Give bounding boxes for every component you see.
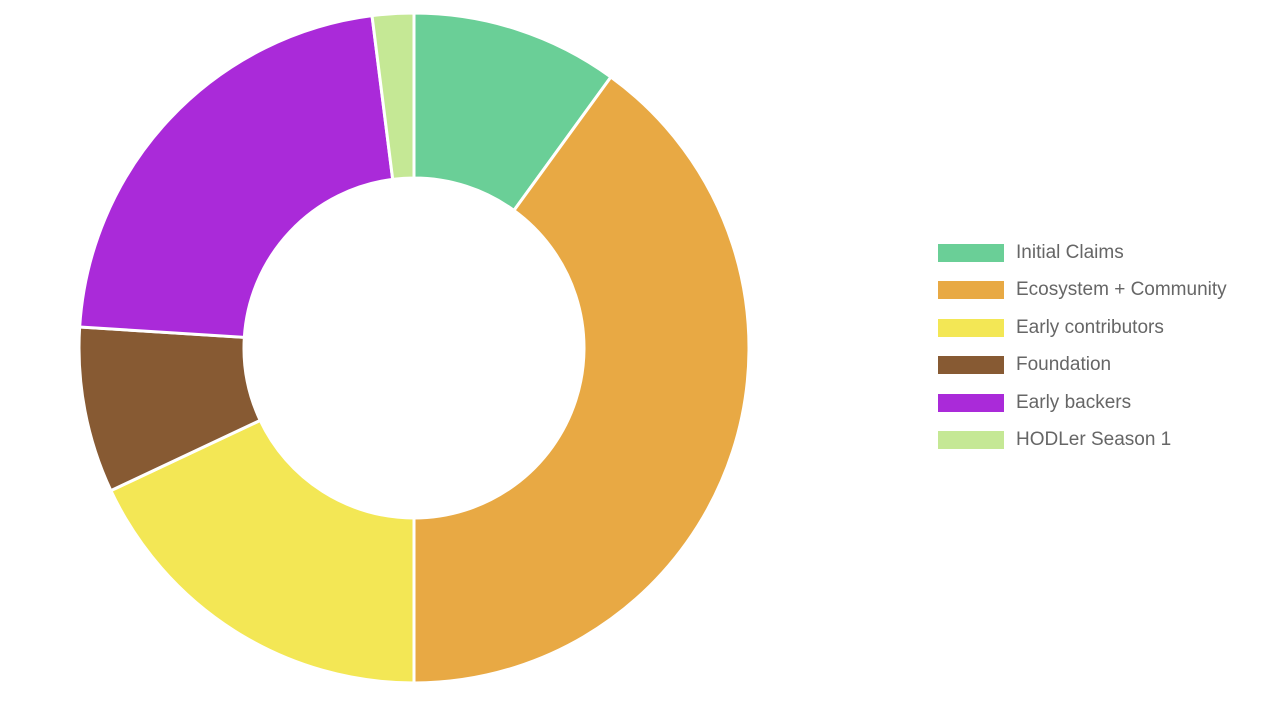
slice-ecosystem-community[interactable] [412, 74, 751, 685]
legend-item-foundation[interactable]: Foundation [938, 347, 1227, 385]
legend-label: Foundation [1016, 354, 1112, 376]
slice-early-backers[interactable] [78, 13, 395, 339]
legend-swatch [938, 318, 1004, 337]
legend-label: Ecosystem + Community [1016, 279, 1227, 301]
slice-early-contributors[interactable] [108, 418, 416, 685]
legend-item-ecosystem-community[interactable]: Ecosystem + Community [938, 272, 1227, 310]
legend-swatch [938, 356, 1004, 375]
legend-swatch [938, 243, 1004, 262]
legend-label: HODLer Season 1 [1016, 429, 1172, 451]
legend-item-early-backers[interactable]: Early backers [938, 384, 1227, 422]
legend-label: Early contributors [1016, 316, 1164, 338]
legend-swatch [938, 281, 1004, 300]
legend-item-hodler-season-1[interactable]: HODLer Season 1 [938, 422, 1227, 460]
legend-swatch [938, 431, 1004, 450]
legend-item-initial-claims[interactable]: Initial Claims [938, 234, 1227, 272]
legend-label: Early backers [1016, 391, 1132, 413]
legend-label: Initial Claims [1016, 241, 1124, 263]
legend-item-early-contributors[interactable]: Early contributors [938, 309, 1227, 347]
slice-hodler-season-1[interactable] [370, 11, 416, 182]
legend-swatch [938, 393, 1004, 412]
chart-legend: Initial Claims Ecosystem + Community Early… [938, 234, 1227, 459]
